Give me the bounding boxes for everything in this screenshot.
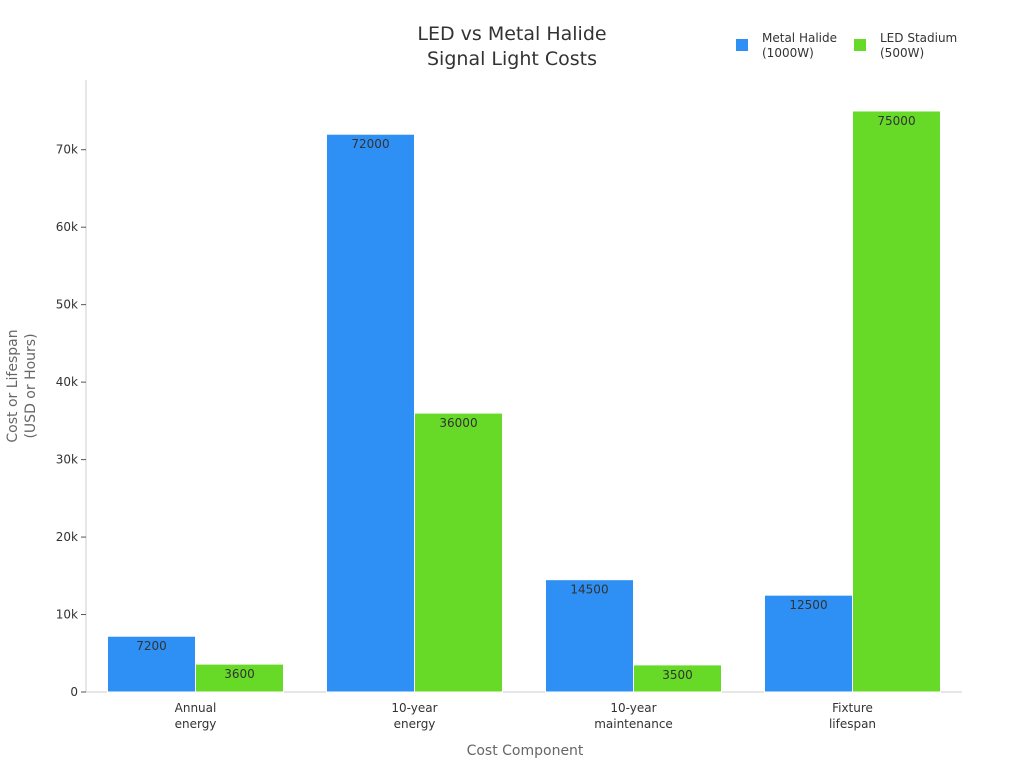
x-axis-title: Cost Component <box>467 743 584 759</box>
chart-title: LED vs Metal Halide <box>417 23 606 45</box>
x-category-label: Fixture <box>832 701 873 715</box>
bar-value-label: 3600 <box>224 667 255 681</box>
y-tick-label: 20k <box>56 530 78 544</box>
x-category-label: energy <box>394 717 436 731</box>
legend-swatch <box>854 39 866 51</box>
x-category-label: lifespan <box>829 717 876 731</box>
y-tick-label: 10k <box>56 608 78 622</box>
bar-value-label: 12500 <box>789 598 827 612</box>
legend-label: Metal Halide <box>762 31 837 45</box>
y-tick-label: 30k <box>56 453 78 467</box>
y-axis-title: Cost or Lifespan <box>5 329 21 442</box>
legend-swatch <box>736 39 748 51</box>
y-tick-label: 50k <box>56 298 78 312</box>
y-tick-label: 0 <box>70 685 78 699</box>
legend-label: (1000W) <box>762 46 814 60</box>
chart-title: Signal Light Costs <box>427 48 597 70</box>
legend-label: (500W) <box>880 46 924 60</box>
bar-led-stadium <box>414 412 503 693</box>
bar-value-label: 3500 <box>662 668 693 682</box>
x-category-label: Annual <box>175 701 217 715</box>
bar-metal-halide <box>764 594 853 693</box>
y-tick-label: 60k <box>56 220 78 234</box>
bar-led-stadium <box>852 110 941 693</box>
x-category-label: maintenance <box>594 717 673 731</box>
bar-led-stadium <box>633 664 722 693</box>
text-layer: 0 10k 20k 30k 40k 50k 60k 70k 7200 3600 Annual ener… <box>5 23 957 759</box>
bars-layer <box>107 110 941 693</box>
x-category-label: 10-year <box>610 701 656 715</box>
legend-label: LED Stadium <box>880 31 957 45</box>
bar-value-label: 75000 <box>877 114 915 128</box>
bar-metal-halide <box>326 133 415 693</box>
bar-value-label: 72000 <box>351 137 389 151</box>
y-tick-label: 40k <box>56 375 78 389</box>
bar-value-label: 7200 <box>136 639 167 653</box>
y-axis-title: (USD or Hours) <box>23 333 39 438</box>
y-tick-label: 70k <box>56 143 78 157</box>
x-category-label: energy <box>175 717 217 731</box>
x-category-label: 10-year <box>391 701 437 715</box>
bar-value-label: 14500 <box>570 583 608 597</box>
bar-led-stadium <box>195 663 284 693</box>
bar-value-label: 36000 <box>439 416 477 430</box>
bar-metal-halide <box>545 579 634 693</box>
